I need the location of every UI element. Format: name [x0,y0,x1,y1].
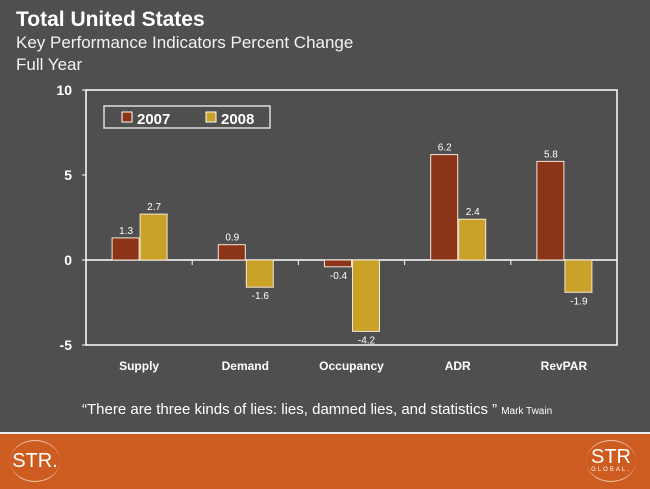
quote-text: “There are three kinds of lies: lies, da… [82,401,498,418]
bar-2008 [458,218,487,261]
y-tick-label: -5 [60,337,73,353]
data-label: -1.6 [252,291,270,302]
chart-period: Full Year [16,55,83,74]
bar-2008 [139,213,168,261]
legend-swatch-2008 [205,111,217,123]
legend-label: 2007 [137,111,170,128]
legend-box [103,105,271,129]
bar-2007 [111,237,140,261]
x-tick-label: Occupancy [319,359,384,373]
bar-2008 [564,259,593,293]
legend-label: 2008 [221,111,254,128]
bar-2008 [352,259,380,332]
bar-chart: -5 0 5 10 Supply 1.3 2.7 Demand 0.9 -1.6 Occupancy… [56,82,618,373]
data-label: 2.4 [466,207,480,218]
chart-title: Total United States [16,8,205,31]
data-label: 5.8 [544,149,558,160]
str-logo-left: STR. [10,440,60,482]
x-tick-label: ADR [445,359,471,373]
bar-2007 [536,160,565,261]
data-label: 2.7 [147,202,161,213]
data-label: -1.9 [570,296,588,307]
data-label: 6.2 [438,143,452,154]
quote-author: Mark Twain [501,406,553,417]
data-label: 1.3 [119,226,133,237]
data-label: -0.4 [330,271,348,282]
legend-swatch-2007 [121,111,133,123]
footer: STR. STR GLOBAL. [0,432,650,489]
bar-2007 [430,154,459,261]
bar-2008 [245,259,274,288]
data-label: 0.9 [225,233,239,244]
x-tick-label: Supply [119,359,159,373]
chart-subtitle: Key Performance Indicators Percent Chang… [16,33,354,52]
data-label: -4.2 [358,335,376,346]
quote: “There are three kinds of lies: lies, da… [82,401,552,418]
str-global-logo: STR GLOBAL. [586,440,636,482]
plot-frame [85,89,618,346]
x-tick-label: RevPAR [541,359,588,373]
bar-2007 [217,244,246,261]
y-tick-label: 5 [64,167,72,183]
y-tick-label: 0 [64,252,72,268]
x-tick-label: Demand [222,359,269,373]
bar-2007 [324,259,352,268]
y-tick-label: 10 [56,82,72,98]
